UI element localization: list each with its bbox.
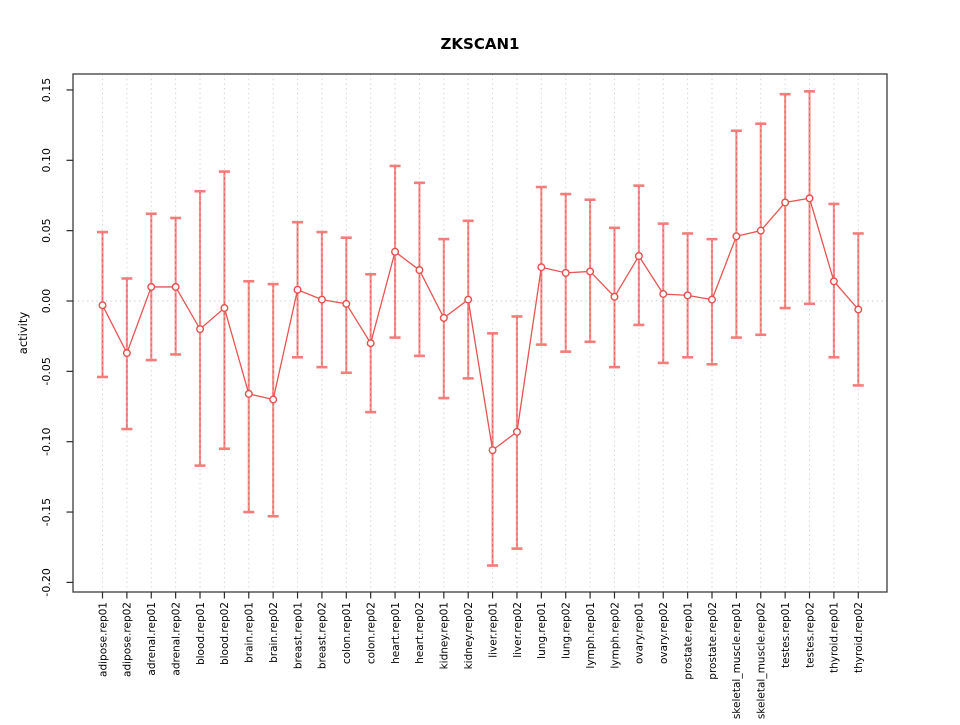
data-point	[708, 295, 717, 304]
data-point	[122, 349, 131, 358]
x-tick-label: thyroid.rep02	[853, 602, 865, 673]
x-tick-label: testes.rep02	[804, 602, 816, 668]
x-tick-label: blood.rep02	[219, 602, 231, 665]
data-point	[244, 389, 253, 398]
x-tick-label: kidney.rep01	[439, 602, 451, 669]
data-point	[366, 339, 375, 348]
y-tick-label: 0.00	[40, 289, 53, 314]
series-layer	[98, 194, 863, 455]
data-point	[342, 299, 351, 308]
x-tick-label: lung.rep02	[561, 602, 573, 659]
x-tick-label: thyroid.rep01	[829, 602, 841, 673]
x-tick-label: brain.rep01	[244, 602, 256, 663]
data-point	[171, 282, 180, 291]
y-tick-label: -0.20	[40, 568, 53, 596]
x-tick-label: ovary.rep02	[658, 602, 670, 664]
x-tick-label: skeletal_muscle.rep01	[731, 602, 743, 719]
series-line	[101, 197, 859, 452]
data-point	[415, 266, 424, 275]
x-tick-label: skeletal_muscle.rep02	[756, 602, 768, 719]
data-point	[561, 268, 570, 277]
x-tick-label: brain.rep02	[268, 602, 280, 663]
x-tick-label: ovary.rep01	[634, 602, 646, 664]
y-tick-label: 0.15	[40, 78, 53, 103]
data-point	[854, 305, 863, 314]
data-point	[439, 313, 448, 322]
x-tick-label: prostate.rep02	[707, 602, 719, 680]
x-tick-label: colon.rep01	[341, 602, 353, 664]
x-tick-label: adipose.rep01	[97, 602, 109, 677]
errorbar-layer	[97, 90, 864, 567]
plot-border	[72, 73, 888, 593]
grid-layer	[73, 74, 887, 592]
x-tick-label: kidney.rep02	[463, 602, 475, 669]
data-point	[634, 251, 643, 260]
data-point	[391, 247, 400, 256]
data-point	[464, 295, 473, 304]
x-tick-label: adipose.rep02	[122, 602, 134, 677]
x-tick-label: heart.rep01	[390, 602, 402, 664]
y-axis-label: activity	[16, 312, 30, 355]
x-tick-label: prostate.rep01	[682, 602, 694, 680]
y-tick-label: -0.15	[40, 498, 53, 526]
x-tick-label: adrenal.rep01	[146, 602, 158, 676]
x-tick-label: lymph.rep01	[585, 602, 597, 669]
data-point	[756, 226, 765, 235]
x-tick-label: testes.rep01	[780, 602, 792, 668]
data-point	[829, 277, 838, 286]
data-point	[269, 395, 278, 404]
data-point	[512, 427, 521, 436]
data-point	[683, 291, 692, 300]
data-point	[98, 301, 107, 310]
x-tick-label: adrenal.rep02	[170, 602, 182, 676]
x-tick-label: breast.rep01	[292, 602, 304, 669]
data-point	[781, 198, 790, 207]
data-point	[293, 285, 302, 294]
x-tick-label: liver.rep02	[512, 602, 524, 658]
data-point	[610, 292, 619, 301]
y-tick-label: -0.05	[40, 357, 53, 385]
x-tick-label: lymph.rep02	[609, 602, 621, 669]
x-tick-label: colon.rep02	[365, 602, 377, 664]
data-point	[488, 446, 497, 455]
x-tick-label: blood.rep01	[195, 602, 207, 665]
x-tick-label: liver.rep01	[487, 602, 499, 658]
axes-layer: 0.15 0.10 0.05 0.00 -0.05 -0.10 -0.15 -0.20 adip…	[40, 73, 888, 719]
data-point	[537, 263, 546, 272]
x-tick-label: lung.rep01	[536, 602, 548, 659]
data-point	[732, 232, 741, 241]
x-tick-label: breast.rep02	[317, 602, 329, 669]
y-tick-label: 0.05	[40, 218, 53, 243]
data-point	[317, 295, 326, 304]
data-point	[220, 304, 229, 313]
x-tick-label: heart.rep02	[414, 602, 426, 664]
data-point	[147, 282, 156, 291]
y-tick-label: -0.10	[40, 427, 53, 455]
chart-title: ZKSCAN1	[441, 35, 520, 53]
data-point	[196, 325, 205, 334]
data-point	[659, 289, 668, 298]
y-tick-label: 0.10	[40, 148, 53, 173]
data-point	[586, 267, 595, 276]
data-point	[805, 194, 814, 203]
